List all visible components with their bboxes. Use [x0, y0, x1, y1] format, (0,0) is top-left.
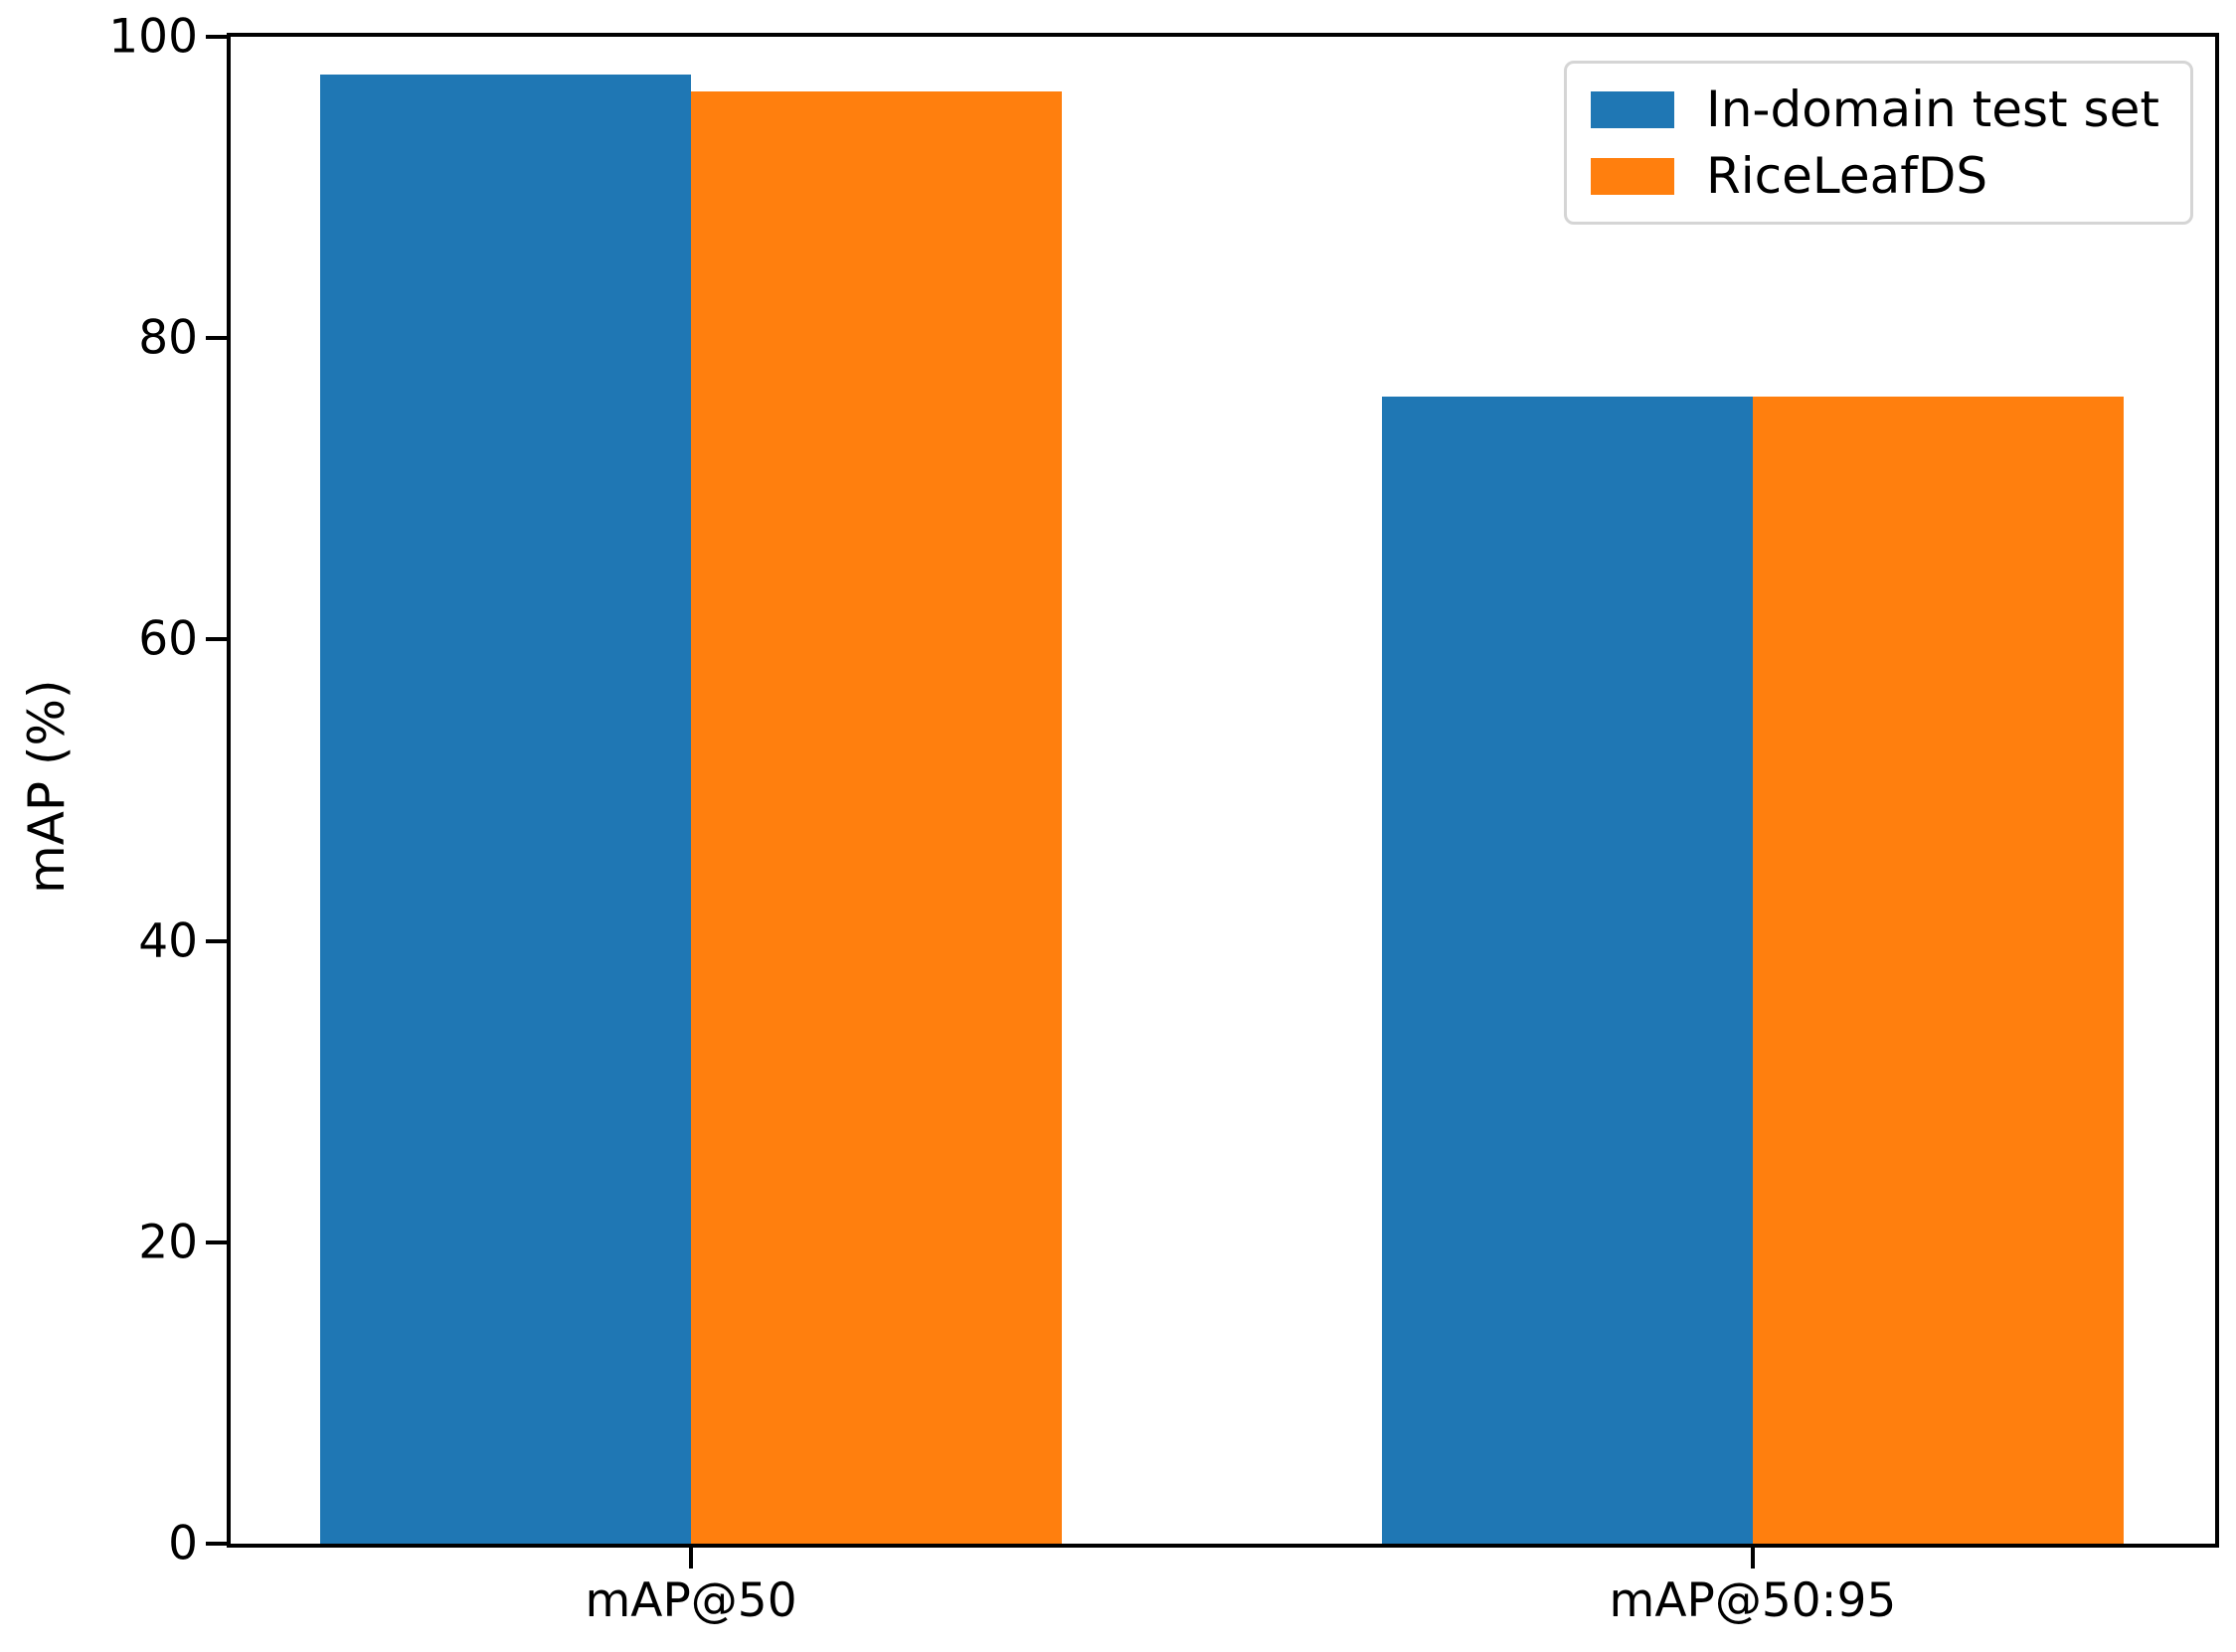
x-tick-mark — [689, 1548, 694, 1569]
y-tick-mark — [206, 1239, 227, 1244]
y-tick-mark — [206, 938, 227, 943]
y-tick-mark — [206, 637, 227, 642]
y-tick-label: 60 — [138, 611, 198, 667]
bar-series1-group1 — [320, 74, 692, 1544]
bar-series2-group2 — [1752, 397, 2124, 1544]
y-tick-mark — [206, 35, 227, 39]
legend-swatch — [1591, 157, 1674, 195]
x-tick-label: mAP@50 — [585, 1573, 797, 1628]
bar-series1-group2 — [1381, 397, 1753, 1544]
legend-swatch — [1591, 90, 1674, 128]
y-tick-label: 40 — [138, 913, 198, 969]
y-tick-mark — [206, 336, 227, 341]
bar-series2-group1 — [691, 90, 1063, 1544]
legend-item-1: In-domain test set — [1591, 84, 2190, 134]
y-tick-label: 80 — [138, 310, 198, 366]
plot-area: 0 20 40 60 80 100 mAP@50 mAP@50:95 In-domain t… — [108, 14, 2219, 1624]
legend: In-domain test set RiceLeafDS — [1564, 61, 2193, 225]
legend-label: RiceLeafDS — [1706, 147, 1988, 205]
legend-item-2: RiceLeafDS — [1591, 151, 2190, 201]
x-tick-label: mAP@50:95 — [1609, 1573, 1897, 1628]
y-axis-title: mAP (%) — [18, 679, 76, 894]
y-tick-label: 20 — [138, 1215, 198, 1270]
x-tick-mark — [1750, 1548, 1755, 1569]
y-tick-label: 0 — [168, 1516, 198, 1571]
legend-label: In-domain test set — [1706, 81, 2159, 138]
y-tick-label: 100 — [108, 9, 198, 65]
y-tick-mark — [206, 1542, 227, 1546]
